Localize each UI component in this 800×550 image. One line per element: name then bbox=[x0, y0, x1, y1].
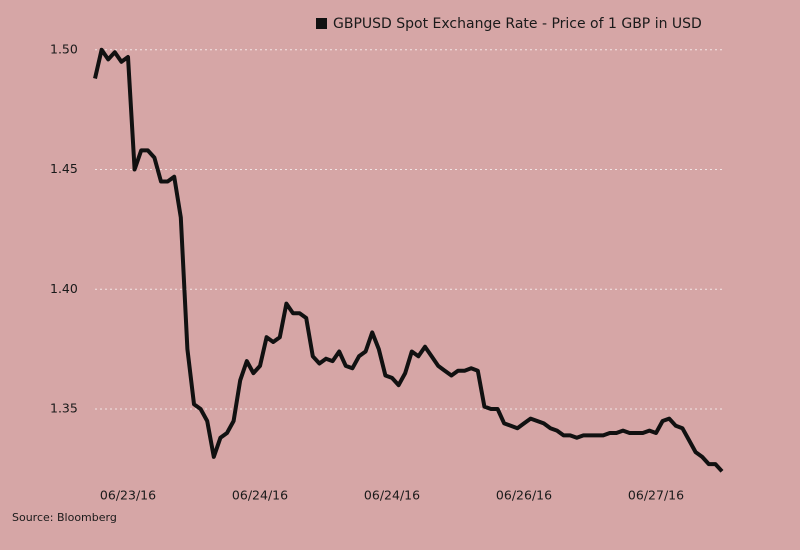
x-tick-label: 06/27/16 bbox=[628, 488, 684, 503]
x-tick-label: 06/26/16 bbox=[496, 488, 552, 503]
y-tick-label: 1.45 bbox=[50, 161, 78, 176]
y-tick-label: 1.40 bbox=[50, 281, 78, 296]
y-tick-label: 1.35 bbox=[50, 401, 78, 416]
y-tick-label: 1.50 bbox=[50, 41, 78, 56]
x-tick-label: 06/24/16 bbox=[364, 488, 420, 503]
x-tick-label: 06/24/16 bbox=[232, 488, 288, 503]
line bbox=[93, 47, 724, 473]
source: Source: Bloomberg bbox=[12, 511, 117, 524]
legend-swatch bbox=[316, 18, 327, 29]
legend-label: GBPUSD Spot Exchange Rate - Price of 1 G… bbox=[333, 16, 702, 32]
x-tick-label: 06/23/16 bbox=[100, 488, 156, 503]
